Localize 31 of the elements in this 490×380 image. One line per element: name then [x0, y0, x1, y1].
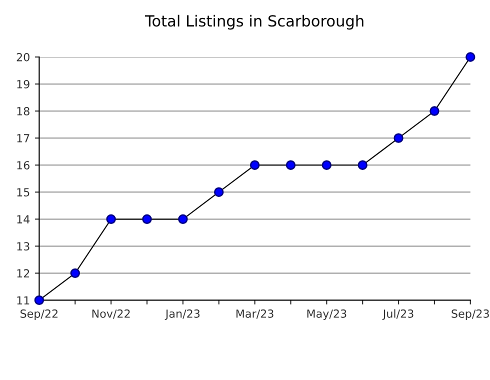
x-tick-label: Jul/23 — [382, 309, 414, 320]
y-tick-label: 14 — [17, 215, 30, 224]
point — [430, 106, 440, 116]
x-tick-label: Sep/22 — [20, 309, 58, 320]
point — [250, 160, 260, 170]
point — [142, 214, 152, 224]
x-tick-label: Sep/23 — [452, 309, 489, 320]
point — [178, 214, 188, 224]
y-tick-label: 15 — [17, 188, 30, 196]
point — [322, 160, 332, 170]
y-tick-label: 16 — [17, 161, 30, 170]
y-tick-label: 12 — [17, 269, 30, 278]
y-tick-label: 13 — [17, 242, 30, 251]
x-tick-label: Nov/22 — [92, 309, 130, 319]
point — [466, 52, 476, 62]
point — [214, 187, 224, 197]
point — [70, 268, 80, 278]
x-tick-label: Jan/23 — [164, 309, 200, 320]
y-tick-label: 11 — [17, 296, 30, 304]
point — [358, 160, 368, 170]
y-tick-label: 17 — [17, 134, 30, 142]
point — [394, 133, 404, 143]
x-tick-label: May/23 — [307, 309, 346, 320]
point — [34, 295, 44, 306]
y-tick-label: 18 — [17, 107, 30, 116]
chart-title: Total Listings in Scarborough — [144, 14, 364, 30]
y-tick-label: 20 — [16, 52, 30, 62]
y-tick-label: 19 — [17, 80, 30, 88]
point — [106, 214, 116, 224]
x-tick-label: Mar/23 — [236, 309, 274, 319]
point — [286, 160, 296, 170]
